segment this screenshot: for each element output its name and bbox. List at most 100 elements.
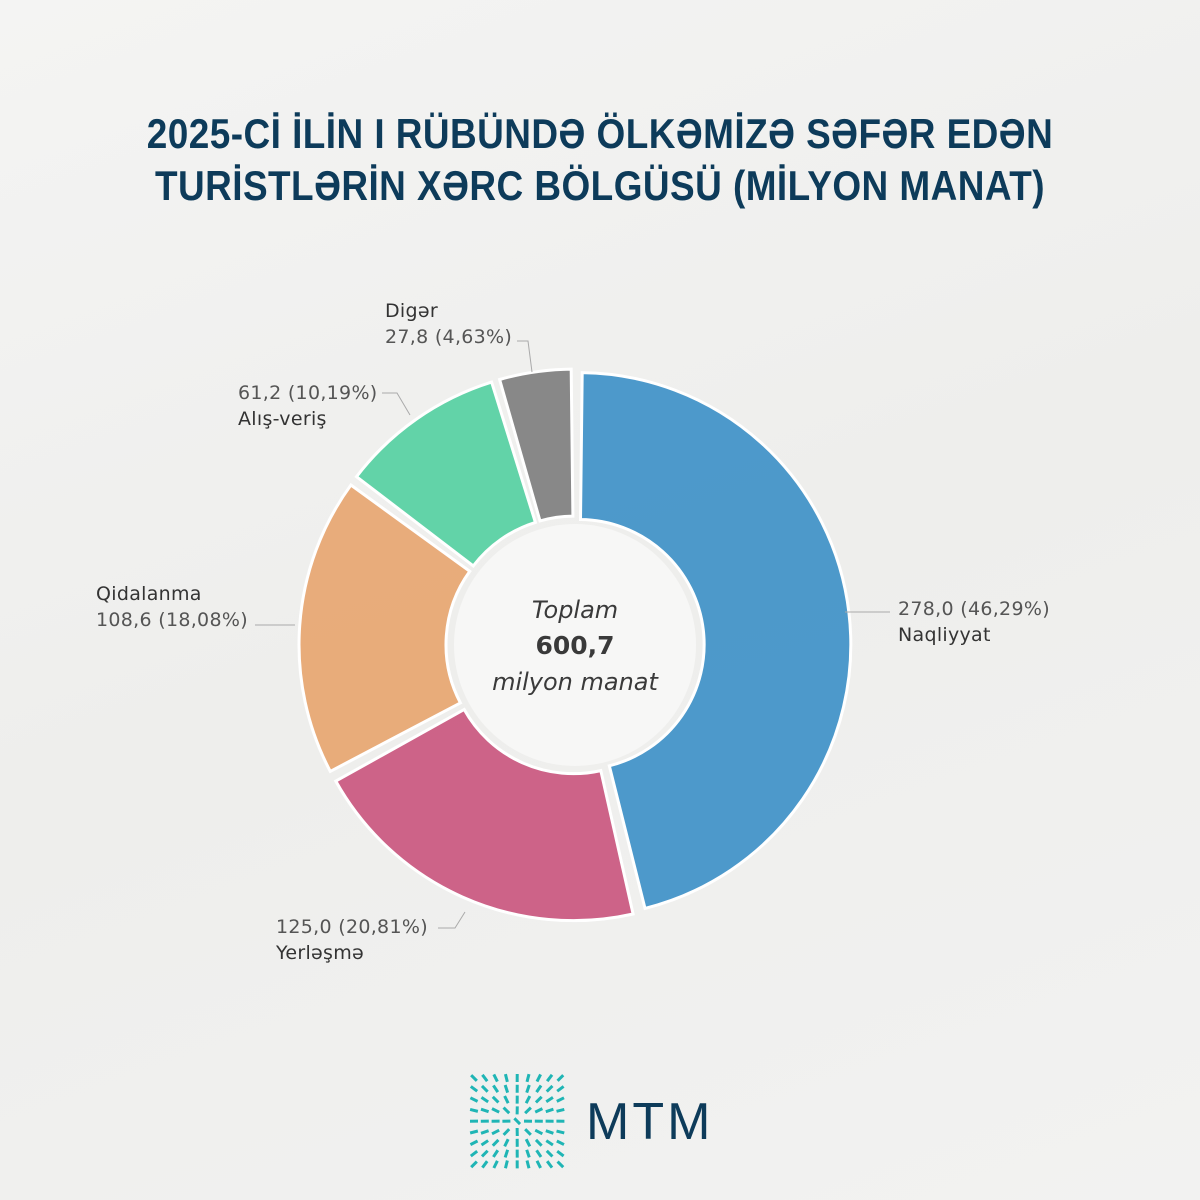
logo-dash xyxy=(470,1160,478,1169)
mtm-logo-icon xyxy=(469,1073,565,1169)
slice-name: Yerləşmə xyxy=(276,942,365,964)
logo-dash xyxy=(545,1129,554,1135)
donut-center: Toplam 600,7 milyon manat xyxy=(475,592,675,700)
slice-qidalanma xyxy=(297,482,472,774)
center-label: Toplam xyxy=(531,596,619,624)
logo-dash xyxy=(513,1117,522,1126)
logo-dash xyxy=(545,1073,554,1083)
label-yerlesme: 125,0 (20,81%) Yerləşmə xyxy=(276,914,428,966)
logo-dash xyxy=(515,1084,519,1093)
logo-dash xyxy=(492,1149,500,1158)
logo-dash xyxy=(523,1119,533,1123)
logo-dash xyxy=(524,1128,532,1136)
logo-dash xyxy=(503,1084,510,1094)
logo-dash xyxy=(515,1095,519,1104)
value-label: 278,0 (46,29%) xyxy=(898,598,1050,620)
logo-dash xyxy=(545,1084,554,1093)
donut-hole xyxy=(454,524,696,766)
label-diger: Digər 27,8 (4,63%) xyxy=(385,298,512,350)
leader-yerlesme xyxy=(438,911,466,929)
logo-dash xyxy=(545,1119,554,1123)
label-naqliyyat: 278,0 (46,29%) Naqliyyat xyxy=(898,596,1050,648)
logo-dash xyxy=(470,1074,478,1082)
logo-dash xyxy=(469,1129,479,1135)
logo-dash xyxy=(491,1138,500,1147)
logo-dash xyxy=(491,1107,500,1114)
label-alis-veris: 61,2 (10,19%) Alış-veriş xyxy=(238,380,378,432)
logo-dash xyxy=(502,1106,511,1115)
logo-dash xyxy=(535,1160,542,1169)
logo-dash xyxy=(469,1139,479,1146)
value-label: 27,8 (4,63%) xyxy=(385,326,513,348)
logo-dash xyxy=(545,1149,554,1158)
logo-dash xyxy=(515,1160,519,1169)
logo-dash xyxy=(469,1085,479,1093)
logo-dash xyxy=(492,1084,500,1093)
center-total: 600,7 xyxy=(535,631,615,660)
logo-dash xyxy=(492,1073,499,1083)
logo-dash xyxy=(524,1095,532,1104)
slice-name: Qidalanma xyxy=(96,583,202,605)
value-label: 125,0 (20,81%) xyxy=(276,916,428,938)
logo-dash xyxy=(545,1160,554,1169)
logo-text: MTM xyxy=(586,1093,714,1151)
logo-dash xyxy=(524,1106,532,1115)
logo-dash xyxy=(556,1119,565,1123)
title-line-1: 2025-Cİ İLİN I RÜBÜNDƏ ÖLKƏMİZƏ SƏFƏR ED… xyxy=(146,110,1054,157)
logo-dash xyxy=(525,1160,531,1169)
logo-dash xyxy=(469,1149,479,1158)
logo-dash xyxy=(556,1074,565,1082)
logo-dash xyxy=(469,1107,479,1113)
logo-dash xyxy=(491,1128,500,1136)
logo-dash xyxy=(480,1084,489,1093)
slice-digr xyxy=(497,367,575,523)
logo-dash xyxy=(556,1107,565,1113)
logo-dash xyxy=(556,1160,565,1169)
logo-dash xyxy=(556,1139,565,1146)
value-label: 61,2 (10,19%) xyxy=(238,382,378,404)
logo-dash xyxy=(556,1096,565,1103)
logo-dash xyxy=(535,1073,542,1083)
logo-dash xyxy=(480,1107,490,1114)
logo-dash xyxy=(534,1119,543,1123)
logo-dash xyxy=(525,1084,531,1094)
chart-title: 2025-Cİ İLİN I RÜBÜNDƏ ÖLKƏMİZƏ SƏFƏR ED… xyxy=(72,108,1128,212)
logo-dash xyxy=(534,1138,543,1147)
logo-dash xyxy=(503,1138,510,1148)
slice-naqliyyat xyxy=(578,371,853,911)
logo-dash xyxy=(515,1149,519,1158)
logo-dash xyxy=(480,1119,489,1123)
logo-dash xyxy=(545,1139,554,1147)
logo-dash xyxy=(503,1095,510,1104)
logo-dash xyxy=(545,1107,554,1114)
logo-dash xyxy=(491,1095,500,1104)
label-qidalanma: Qidalanma 108,6 (18,08%) xyxy=(96,581,248,633)
slice-name: Alış-veriş xyxy=(238,408,327,430)
logo-dash xyxy=(480,1139,489,1147)
slice-name: Digər xyxy=(385,300,438,322)
title-line-2: TURİSTLƏRİN XƏRC BÖLGÜSÜ (MİLYON MANAT) xyxy=(154,162,1046,209)
logo-dash xyxy=(503,1149,510,1158)
leader-alis-veris xyxy=(382,392,411,416)
logo-dash xyxy=(524,1138,532,1148)
logo-dash xyxy=(556,1149,565,1158)
logo-dash xyxy=(480,1096,489,1104)
logo-dash xyxy=(525,1149,531,1158)
logo-dash xyxy=(481,1160,489,1169)
leader-diger xyxy=(517,340,533,373)
logo-dash xyxy=(515,1073,519,1083)
logo-dash xyxy=(534,1107,544,1114)
value-label: 108,6 (18,08%) xyxy=(96,609,248,631)
logo-dash xyxy=(491,1119,500,1123)
logo-dash xyxy=(515,1106,519,1115)
slice-yerlm xyxy=(333,707,635,923)
logo-dash xyxy=(480,1129,490,1135)
logo-dash xyxy=(556,1085,565,1093)
logo-dash xyxy=(502,1128,511,1136)
logo-dash xyxy=(502,1119,511,1123)
logo-dash xyxy=(534,1128,544,1136)
center-unit: milyon manat xyxy=(492,668,658,696)
logo-dash xyxy=(515,1127,519,1137)
logo-dash xyxy=(515,1138,519,1147)
